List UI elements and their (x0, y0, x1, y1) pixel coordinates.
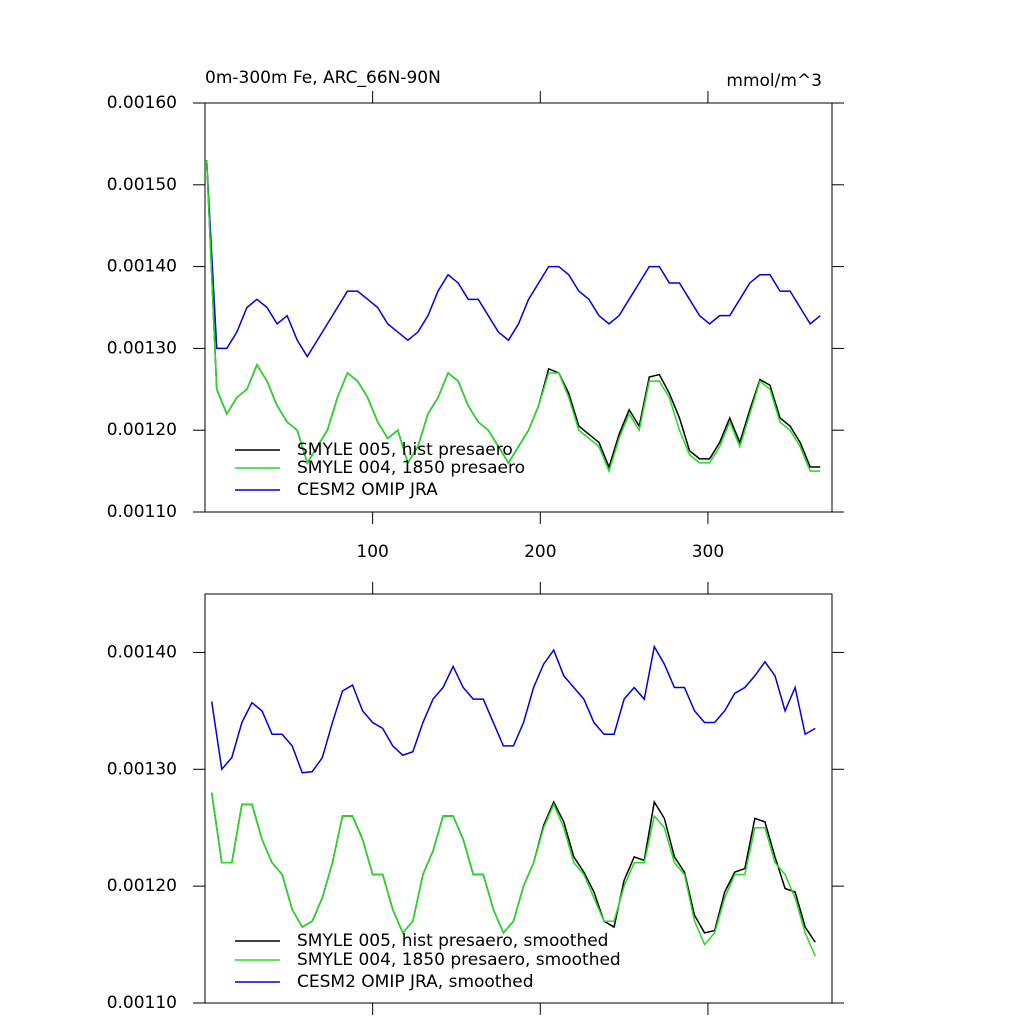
legend-label: CESM2 OMIP JRA, smoothed (297, 972, 534, 992)
series-line (205, 160, 821, 470)
legend-label: CESM2 OMIP JRA (297, 480, 438, 500)
plot-frame (204, 593, 833, 1004)
y-tick-label: 0.00140 (107, 642, 177, 662)
series-line (205, 160, 821, 359)
y-tick-label: 0.00140 (107, 257, 177, 277)
x-tick-label: 300 (692, 542, 724, 562)
chart-title: 0m-300m Fe, ARC_66N-90N (205, 68, 441, 88)
y-tick-label: 0.00130 (107, 338, 177, 358)
y-tick-label: 0.00130 (107, 759, 177, 779)
y-tick-label: 0.00110 (107, 993, 177, 1013)
legend-label: SMYLE 004, 1850 presaero, smoothed (297, 950, 621, 970)
x-tick-label: 200 (524, 542, 556, 562)
series-line (210, 792, 816, 957)
legend-label: SMYLE 004, 1850 presaero (297, 458, 525, 478)
y-tick-label: 0.00110 (107, 502, 177, 522)
y-tick-label: 0.00120 (107, 420, 177, 440)
y-tick-label: 0.00160 (107, 93, 177, 113)
y-tick-label: 0.00150 (107, 175, 177, 195)
x-tick-label: 100 (356, 542, 388, 562)
series-line (210, 644, 816, 774)
units-label: mmol/m^3 (726, 71, 822, 91)
legend-label: SMYLE 005, hist presaero, smoothed (297, 931, 608, 951)
legend-label: SMYLE 005, hist presaero (297, 440, 513, 460)
y-tick-label: 0.00120 (107, 876, 177, 896)
series-line (205, 160, 821, 474)
plot-frame (204, 102, 833, 513)
